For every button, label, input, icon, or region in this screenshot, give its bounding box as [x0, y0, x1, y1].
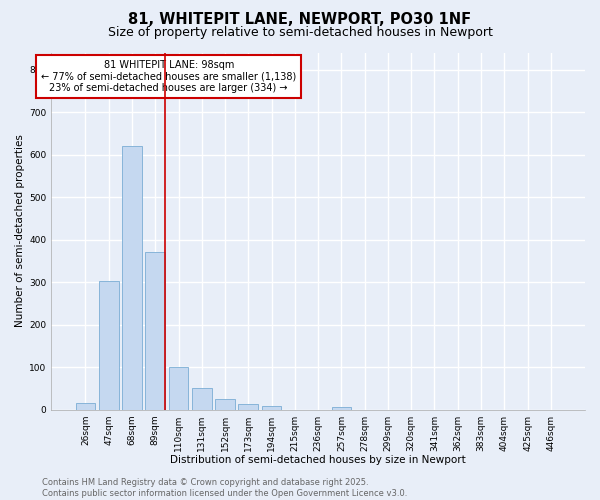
Bar [122, 146, 142, 410]
Bar [99, 281, 119, 409]
Text: 81 WHITEPIT LANE: 98sqm
← 77% of semi-detached houses are smaller (1,138)
23% of: 81 WHITEPIT LANE: 98sqm ← 77% of semi-de… [41, 60, 296, 93]
Bar [238, 404, 258, 409]
Bar [145, 252, 165, 410]
Y-axis label: Number of semi-detached properties: Number of semi-detached properties [15, 134, 25, 328]
Text: Size of property relative to semi-detached houses in Newport: Size of property relative to semi-detach… [107, 26, 493, 39]
Bar [262, 406, 281, 409]
Bar [215, 399, 235, 409]
Bar [76, 403, 95, 409]
Bar [332, 408, 352, 410]
Text: 81, WHITEPIT LANE, NEWPORT, PO30 1NF: 81, WHITEPIT LANE, NEWPORT, PO30 1NF [128, 12, 472, 28]
Bar [192, 388, 212, 409]
Text: Contains HM Land Registry data © Crown copyright and database right 2025.
Contai: Contains HM Land Registry data © Crown c… [42, 478, 407, 498]
Bar [169, 367, 188, 410]
X-axis label: Distribution of semi-detached houses by size in Newport: Distribution of semi-detached houses by … [170, 455, 466, 465]
